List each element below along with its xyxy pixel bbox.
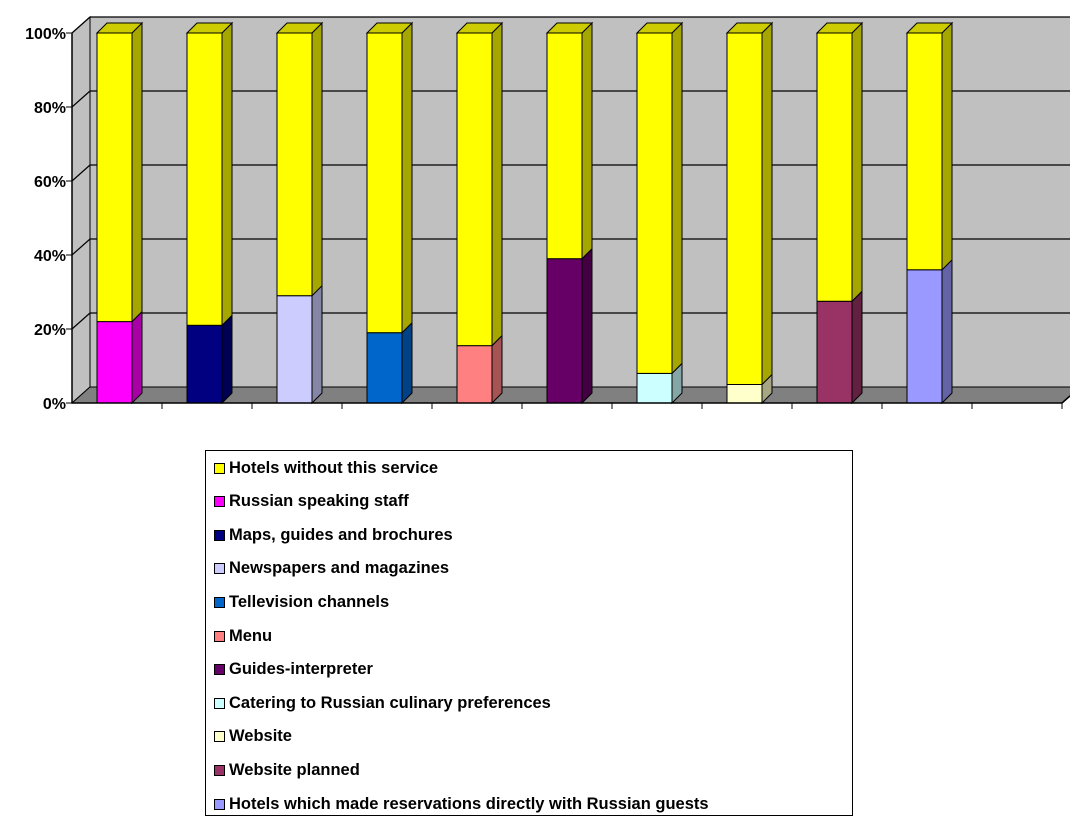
bar-segment-side (491, 334, 503, 405)
bar-segment-side (311, 21, 323, 297)
bar-segment (366, 332, 403, 404)
bar-segment-side (581, 21, 593, 260)
bar-top (95, 22, 144, 34)
bar-segment (186, 324, 223, 404)
legend-label: Website planned (229, 760, 360, 779)
bar-segment-side (941, 21, 953, 272)
legend-swatch (214, 496, 225, 508)
bar-segment-side (221, 21, 233, 327)
bar-segment (906, 32, 943, 271)
legend-label: Hotels which made reservations directly … (229, 794, 709, 813)
bar-segment-side (581, 247, 593, 405)
bar-segment (456, 345, 493, 404)
bar-top (635, 22, 684, 34)
legend-swatch (214, 529, 225, 541)
bar-segment (636, 372, 673, 404)
y-tick-label: 20% (34, 322, 66, 339)
legend-swatch (214, 798, 225, 810)
bar-segment (366, 32, 403, 334)
bars (95, 21, 954, 405)
legend-item: Guides-interpreter (214, 660, 373, 680)
legend-label: Catering to Russian culinary preferences (229, 693, 551, 712)
bar-segment-side (311, 284, 323, 405)
legend-label: Maps, guides and brochures (229, 525, 453, 544)
bar-segment-side (671, 21, 683, 375)
legend-item: Catering to Russian culinary preferences (214, 693, 551, 713)
bar-segment (546, 32, 583, 260)
bar-segment-side (941, 258, 953, 405)
bar-segment-side (401, 321, 413, 405)
legend-label: Menu (229, 626, 273, 645)
bar-segment (546, 258, 583, 404)
legend-swatch (214, 563, 225, 575)
bar-segment (276, 295, 313, 404)
legend-swatch (214, 664, 225, 676)
legend-swatch (214, 596, 225, 608)
bar-segment-side (761, 21, 773, 386)
bar-segment (456, 32, 493, 347)
y-tick-label: 40% (34, 248, 66, 265)
gridline (71, 16, 1070, 34)
legend-swatch (214, 697, 225, 709)
y-tick-label: 0% (43, 396, 66, 413)
legend-label: Website (229, 727, 292, 746)
bar-top (185, 22, 234, 34)
legend-swatch (214, 731, 225, 743)
bar-segment (96, 32, 133, 323)
legend-item: Website (214, 727, 292, 747)
legend-swatch (214, 462, 225, 474)
bar-segment (726, 32, 763, 385)
legend-item: Maps, guides and brochures (214, 525, 453, 545)
legend-label: Tellevision channels (229, 592, 390, 611)
legend-label: Newspapers and magazines (229, 559, 450, 578)
bar-segment (96, 321, 133, 404)
bar-top (545, 22, 594, 34)
legend-swatch (214, 764, 225, 776)
legend-item: Russian speaking staff (214, 492, 409, 512)
bar-segment (906, 269, 943, 404)
bar-segment-side (131, 310, 143, 405)
bar-segment-side (851, 290, 863, 405)
bar-top (725, 22, 774, 34)
legend-item: Website planned (214, 760, 360, 780)
legend-label: Guides-interpreter (229, 660, 373, 679)
stacked-bar-chart: 0% 20% 40% 60% 80% 100% (25, 15, 1070, 413)
legend-item: Newspapers and magazines (214, 559, 449, 579)
x-axis-end (1061, 395, 1070, 404)
legend-item: Hotels which made reservations directly … (214, 794, 709, 814)
bar-top (815, 22, 864, 34)
y-tick-label: 80% (34, 100, 66, 117)
bar-segment-side (221, 314, 233, 405)
bar-segment-side (131, 21, 143, 323)
legend-item: Hotels without this service (214, 458, 438, 478)
bar-top (275, 22, 324, 34)
bar-segment-side (851, 21, 863, 303)
bar-segment (636, 32, 673, 374)
bar-segment-side (491, 21, 503, 347)
axes: 0% 20% 40% 60% 80% 100% (25, 26, 1070, 413)
bar-segment-side (401, 21, 413, 334)
bar-segment (816, 32, 853, 302)
legend-label: Russian speaking staff (229, 492, 409, 511)
bar-segment (726, 384, 763, 404)
legend-item: Tellevision channels (214, 592, 389, 612)
bar-segment (276, 32, 313, 297)
legend-label: Hotels without this service (229, 458, 439, 477)
bar-top (455, 22, 504, 34)
bar-top (905, 22, 954, 34)
bar-segment (816, 300, 853, 404)
legend-item: Menu (214, 626, 272, 646)
y-tick-label: 60% (34, 174, 66, 191)
bar-top (365, 22, 414, 34)
y-tick-label: 100% (25, 26, 66, 43)
legend: Hotels without this service Russian speak… (205, 450, 853, 816)
legend-swatch (214, 630, 225, 642)
side-wall (71, 15, 91, 405)
bar-segment (186, 32, 223, 326)
